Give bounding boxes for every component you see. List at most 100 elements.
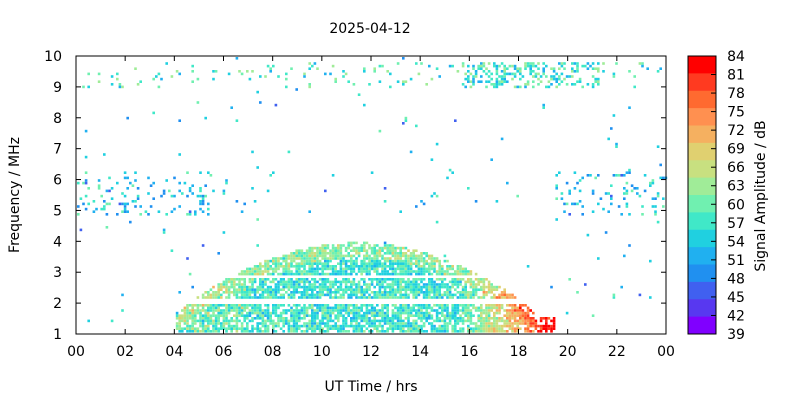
heatmap-cell <box>300 311 304 315</box>
heatmap-cell <box>326 291 330 294</box>
heatmap-cell <box>443 291 447 294</box>
heatmap-cell <box>347 280 350 284</box>
heatmap-cell <box>381 306 384 310</box>
heatmap-cell <box>376 254 379 258</box>
heatmap-cell <box>344 267 348 271</box>
heatmap-cell <box>246 314 249 317</box>
heatmap-cell <box>482 285 486 289</box>
heatmap-cell <box>472 288 475 291</box>
heatmap-cell <box>201 194 205 198</box>
heatmap-cell <box>526 314 530 317</box>
heatmap-cell <box>386 293 389 297</box>
heatmap-cell <box>259 101 262 104</box>
heatmap-cell <box>498 285 501 289</box>
heatmap-cell <box>402 296 405 299</box>
heatmap-cell <box>464 293 467 297</box>
heatmap-cell <box>331 267 335 271</box>
heatmap-cell <box>511 309 514 312</box>
heatmap-cell <box>443 272 447 276</box>
heatmap-cell <box>214 319 218 323</box>
heatmap-cell <box>318 283 322 286</box>
heatmap-cell <box>329 283 332 286</box>
heatmap-cell <box>308 262 311 265</box>
heatmap-cell <box>331 296 335 299</box>
heatmap-cell <box>529 330 532 333</box>
heatmap-cell <box>292 288 296 291</box>
heatmap-cell <box>248 288 252 291</box>
heatmap-cell <box>480 67 483 70</box>
heatmap-cell <box>376 319 379 323</box>
heatmap-cell <box>534 319 538 323</box>
heatmap-cell <box>243 285 246 289</box>
heatmap-cell <box>529 322 532 325</box>
heatmap-cell <box>298 254 301 258</box>
heatmap-cell <box>610 184 613 187</box>
heatmap-cell <box>357 309 361 312</box>
heatmap-cell <box>404 262 408 265</box>
heatmap-cell <box>277 322 280 325</box>
heatmap-cell <box>230 283 233 286</box>
heatmap-cell <box>342 257 345 260</box>
x-tick-label: 00 <box>67 344 85 360</box>
heatmap-cell <box>526 309 530 312</box>
heatmap-cell <box>347 306 350 310</box>
heatmap-cell <box>256 285 259 289</box>
colorbar-tick-label: 45 <box>727 290 745 306</box>
heatmap-cell <box>373 293 376 297</box>
heatmap-cell <box>326 285 330 289</box>
heatmap-cell <box>209 322 213 325</box>
heatmap-cell <box>550 330 553 333</box>
heatmap-cell <box>404 265 408 268</box>
heatmap-cell <box>331 272 335 276</box>
heatmap-cell <box>220 309 223 312</box>
heatmap-cell <box>581 176 584 180</box>
heatmap-cell <box>560 192 564 195</box>
heatmap-cell <box>311 288 314 291</box>
heatmap-cell <box>459 293 462 297</box>
heatmap-cell <box>506 72 509 76</box>
heatmap-cell <box>238 278 241 281</box>
heatmap-cell <box>235 304 239 307</box>
heatmap-cell <box>441 265 444 268</box>
heatmap-cell <box>469 296 473 299</box>
heatmap-cell <box>274 288 278 291</box>
heatmap-cell <box>383 285 387 289</box>
heatmap-cell <box>461 285 465 289</box>
heatmap-cell <box>498 319 501 323</box>
heatmap-cell <box>295 309 298 312</box>
heatmap-cell <box>326 262 330 265</box>
heatmap-cell <box>378 291 382 294</box>
heatmap-cell <box>480 322 483 325</box>
heatmap-cell <box>357 270 361 273</box>
heatmap-cell <box>493 324 496 328</box>
heatmap-cell <box>266 324 270 328</box>
heatmap-cell <box>308 293 311 297</box>
heatmap-cell <box>482 311 486 315</box>
heatmap-cell <box>82 202 85 206</box>
heatmap-cell <box>415 291 418 294</box>
heatmap-cell <box>108 176 111 180</box>
heatmap-cell <box>456 322 460 325</box>
heatmap-cell <box>378 64 382 68</box>
heatmap-cell <box>191 192 194 195</box>
heatmap-cell <box>324 285 327 289</box>
heatmap-cell <box>391 252 395 255</box>
heatmap-cell <box>342 296 345 299</box>
heatmap-cell <box>435 283 439 286</box>
heatmap-cell <box>441 280 444 284</box>
heatmap-cell <box>409 270 413 273</box>
heatmap-cell <box>274 278 278 281</box>
heatmap-cell <box>259 270 262 273</box>
heatmap-cell <box>438 317 441 320</box>
y-axis-title: Frequency / MHz <box>7 137 23 253</box>
heatmap-cell <box>264 314 267 317</box>
heatmap-cell <box>217 306 220 310</box>
heatmap-cell <box>311 270 314 273</box>
heatmap-cell <box>303 265 306 268</box>
heatmap-cell <box>412 309 415 312</box>
heatmap-cell <box>394 270 397 273</box>
heatmap-cell <box>506 181 509 185</box>
heatmap-cell <box>365 262 369 265</box>
heatmap-cell <box>256 304 259 307</box>
heatmap-cell <box>253 311 257 315</box>
